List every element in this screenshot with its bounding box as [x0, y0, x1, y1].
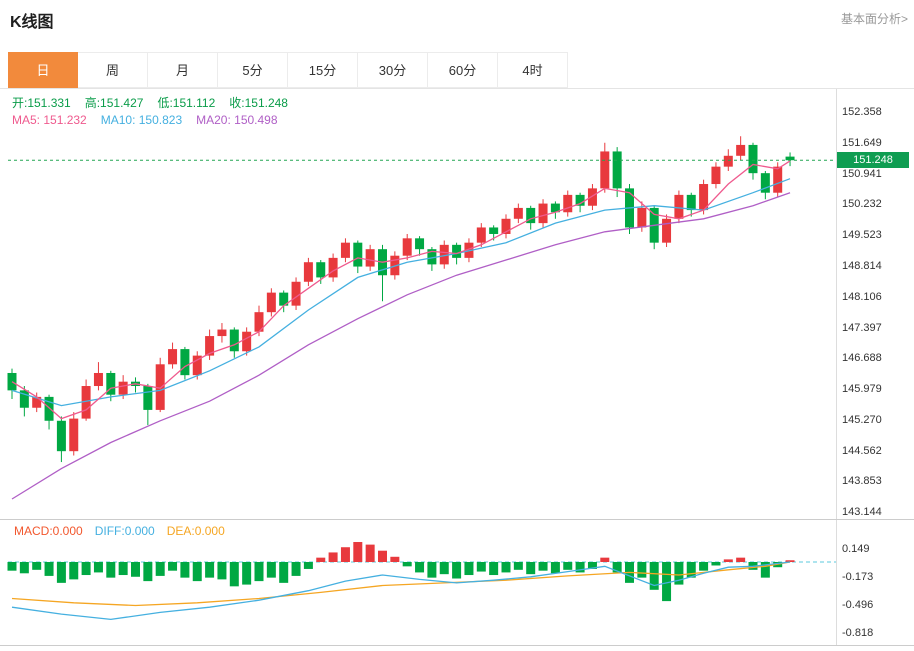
timeframe-tabs: 日周月 5分 15分 30分 60分 4时 — [8, 52, 914, 88]
tab-30分[interactable]: 30分 — [358, 52, 428, 88]
macd-readout: MACD:0.000 DIFF:0.000 DEA:0.000 — [14, 524, 237, 538]
axis-separator-line — [836, 89, 837, 646]
price-axis-label: 150.941 — [842, 167, 882, 180]
ma20-readout: MA20: 150.498 — [196, 113, 278, 127]
ohlc-high: 高:151.427 — [84, 96, 144, 110]
price-axis-label: 150.232 — [842, 198, 882, 211]
ma5-line — [11, 160, 791, 420]
tab-周[interactable]: 周 — [78, 52, 148, 88]
macd-panel-separator — [0, 519, 914, 520]
ohlc-open: 开:151.331 — [12, 96, 71, 110]
price-axis-label: 144.562 — [842, 444, 882, 457]
chart-bottom-border — [0, 645, 914, 646]
price-axis-label: 148.106 — [842, 290, 882, 303]
price-axis-label: 151.649 — [842, 136, 882, 149]
tab-4时[interactable]: 4时 — [498, 52, 568, 88]
macd-value: MACD:0.000 — [14, 524, 83, 538]
current-price-tag: 151.248 — [837, 152, 909, 169]
tab-日[interactable]: 日 — [8, 52, 78, 88]
ohlc-readout: 开:151.331 高:151.427 低:151.112 收:151.248 — [12, 94, 302, 111]
tab-5分[interactable]: 5分 — [218, 52, 288, 88]
price-axis-label: 143.853 — [842, 475, 882, 488]
ma-readout: MA5: 151.232 MA10: 150.823 MA20: 150.498 — [12, 113, 292, 127]
macd-histogram — [7, 542, 795, 602]
tab-月[interactable]: 月 — [148, 52, 218, 88]
macd-axis-label: -0.173 — [842, 571, 874, 584]
price-axis-label: 145.270 — [842, 413, 882, 426]
page-title: K线图 — [10, 14, 54, 31]
ohlc-close: 收:151.248 — [229, 96, 288, 110]
price-axis-label: 152.358 — [842, 106, 882, 118]
tab-15分[interactable]: 15分 — [288, 52, 358, 88]
price-axis-label: 145.979 — [842, 383, 882, 396]
price-axis-label: 143.144 — [842, 506, 882, 519]
price-axis-label: 149.523 — [842, 229, 882, 242]
ma10-readout: MA10: 150.823 — [100, 113, 183, 127]
price-axis-label: 147.397 — [842, 321, 882, 334]
price-axis-label: 146.688 — [842, 352, 882, 365]
diff-line — [11, 561, 791, 621]
macd-axis-label: -0.818 — [842, 627, 874, 640]
macd-axis-label: 0.149 — [842, 543, 870, 556]
ma5-readout: MA5: 151.232 — [12, 113, 87, 127]
dea-value: DEA:0.000 — [166, 524, 225, 538]
candles-group — [7, 136, 795, 463]
diff-value: DIFF:0.000 — [94, 524, 155, 538]
ma20-line — [11, 192, 791, 500]
macd-axis-label: -0.496 — [842, 599, 874, 612]
ohlc-low: 低:151.112 — [157, 96, 216, 110]
price-axis-label: 148.814 — [842, 259, 882, 272]
fundamental-analysis-link[interactable]: 基本面分析> — [840, 12, 908, 26]
ma10-line — [11, 178, 791, 407]
tab-60分[interactable]: 60分 — [428, 52, 498, 88]
timeframe-tab-bar: 日周月 5分 15分 30分 60分 4时 — [0, 52, 914, 89]
dea-line — [11, 561, 791, 607]
